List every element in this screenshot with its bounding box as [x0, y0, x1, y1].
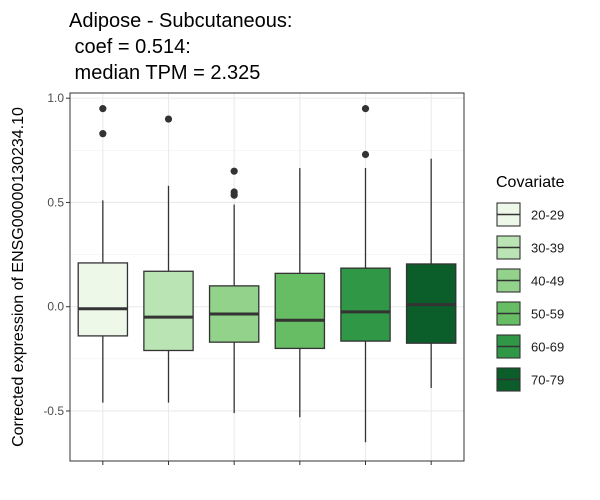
chart-title-line-2: coef = 0.514: — [69, 36, 191, 58]
box-60-69 — [340, 105, 391, 443]
legend: 20-29 30-39 40-49 50-59 60-69 70-79 — [496, 202, 564, 392]
legend-label: 70-79 — [531, 373, 564, 388]
y-tick-label: 1.0 — [47, 91, 64, 105]
box-iqr — [77, 262, 129, 337]
box-40-49 — [208, 167, 260, 414]
box-70-79 — [405, 158, 457, 389]
chart-title-line-3: median TPM = 2.325 — [69, 62, 260, 84]
y-tick-label: 0.5 — [47, 195, 64, 209]
legend-item-70-79: 70-79 — [496, 367, 564, 392]
legend-item-30-39: 30-39 — [496, 235, 564, 260]
outlier-point — [230, 167, 238, 175]
outlier-point — [99, 105, 107, 113]
y-axis-title: Corrected expression of ENSG00000130234.… — [10, 107, 27, 447]
outlier-point — [230, 191, 238, 199]
legend-item-50-59: 50-59 — [496, 301, 564, 326]
box-50-59 — [274, 168, 326, 418]
outlier-point — [99, 130, 107, 138]
legend-label: 30-39 — [531, 241, 564, 256]
y-tick-label: 0.0 — [47, 300, 64, 314]
legend-item-60-69: 60-69 — [496, 334, 564, 359]
box-30-39 — [143, 115, 194, 403]
outlier-point — [361, 105, 370, 113]
legend-label: 60-69 — [531, 340, 564, 355]
outlier-point — [164, 115, 173, 123]
box-iqr — [143, 270, 194, 352]
box-20-29 — [77, 105, 129, 403]
legend-title: Covariate — [496, 174, 565, 191]
outlier-point — [361, 150, 370, 159]
legend-label: 50-59 — [531, 307, 564, 322]
boxes — [77, 105, 457, 443]
box-iqr — [274, 272, 326, 350]
axes: -0.5 0.0 0.5 1.0 — [43, 91, 432, 465]
chart-title-line-1: Adipose - Subcutaneous: — [69, 10, 293, 32]
plot-panel — [70, 93, 464, 461]
legend-item-40-49: 40-49 — [496, 268, 564, 293]
plot-border — [69, 92, 465, 462]
y-tick-label: -0.5 — [43, 404, 64, 418]
box-iqr — [340, 267, 391, 342]
legend-item-20-29: 20-29 — [496, 202, 564, 227]
legend-label: 20-29 — [531, 208, 564, 223]
legend-label: 40-49 — [531, 274, 564, 289]
